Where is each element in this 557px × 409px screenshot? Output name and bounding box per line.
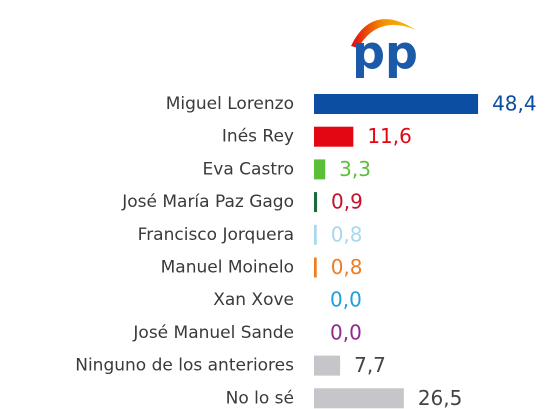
bar bbox=[314, 94, 479, 114]
category-label: Eva Castro bbox=[203, 159, 294, 179]
value-label: 0,8 bbox=[331, 222, 363, 246]
value-label: 48,4 bbox=[492, 92, 537, 116]
category-label: Miguel Lorenzo bbox=[166, 94, 294, 114]
category-label: No lo sé bbox=[226, 388, 294, 408]
category-label: Ninguno de los anteriores bbox=[75, 356, 294, 376]
bar bbox=[314, 126, 354, 147]
bar bbox=[314, 192, 318, 213]
category-label: José Manuel Sande bbox=[132, 323, 294, 343]
logo: pp bbox=[351, 19, 418, 80]
category-label: Francisco Jorquera bbox=[138, 225, 294, 245]
value-label: 0,9 bbox=[331, 190, 363, 214]
category-label: Manuel Moinelo bbox=[161, 258, 294, 278]
bar bbox=[314, 159, 326, 180]
bar bbox=[314, 355, 341, 376]
category-label: Inés Rey bbox=[222, 127, 294, 147]
logo-text: pp bbox=[352, 26, 418, 80]
category-label: José María Paz Gago bbox=[121, 192, 294, 212]
value-label: 0,0 bbox=[330, 288, 362, 312]
logo-arc bbox=[351, 19, 416, 48]
bar bbox=[314, 388, 404, 409]
category-label: Xan Xove bbox=[213, 290, 294, 310]
bar bbox=[314, 224, 317, 245]
value-label: 11,6 bbox=[367, 124, 412, 148]
value-label: 7,7 bbox=[354, 353, 386, 377]
value-label: 0,8 bbox=[331, 255, 363, 279]
bar bbox=[314, 257, 317, 278]
value-label: 26,5 bbox=[418, 386, 463, 409]
value-label: 3,3 bbox=[339, 157, 371, 181]
value-label: 0,0 bbox=[330, 320, 362, 344]
